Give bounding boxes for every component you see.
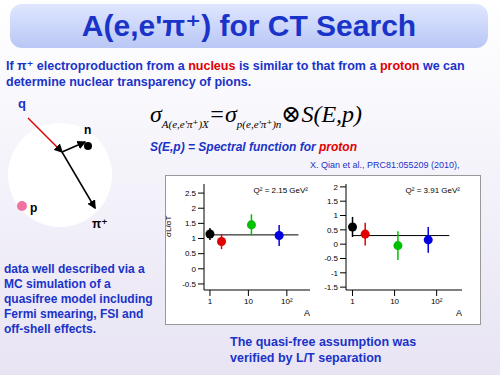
svg-text:10²: 10² (281, 297, 293, 306)
svg-text:10: 10 (244, 297, 253, 306)
html-text:The quasi-free assumption was: The quasi-free assumption was verified b… (230, 335, 417, 365)
svg-text:-0.5: -0.5 (182, 280, 196, 289)
svg-text:-0.5: -0.5 (324, 254, 338, 263)
svg-text:0: 0 (192, 265, 197, 274)
svg-text:2.5: 2.5 (185, 189, 197, 198)
svg-text:A: A (304, 308, 310, 316)
html-text:Q² = 3.91 GeV²: Q² = 3.91 GeV² (405, 186, 460, 195)
html-text:A(e,e'π⁺) for CT Search: A(e,e'π⁺) for CT Search (81, 9, 417, 42)
html-text:X. Qian et al., PRC81:055209 (: X. Qian et al., PRC81:055209 (2010), (310, 160, 460, 170)
svg-text:2: 2 (192, 204, 197, 213)
svg-text:-1: -1 (331, 269, 339, 278)
html-text:If π⁺ electroproduction from a: If π⁺ electroproduction from a nucleus i… (6, 59, 465, 89)
svg-text:n: n (84, 123, 91, 137)
html-text:Q² = 2.15 GeV²: Q² = 2.15 GeV² (253, 186, 308, 195)
svg-text:1: 1 (192, 234, 197, 243)
svg-text:π⁺: π⁺ (92, 217, 108, 231)
svg-text:0: 0 (334, 240, 339, 249)
svg-text:1: 1 (334, 211, 339, 220)
svg-text:10²: 10² (431, 297, 443, 306)
svg-text:2: 2 (334, 183, 339, 192)
svg-text:1.5: 1.5 (327, 197, 339, 206)
svg-text:0.5: 0.5 (327, 226, 339, 235)
svg-text:σL/σT: σL/σT (166, 215, 173, 237)
svg-text:-1.5: -1.5 (324, 283, 338, 292)
svg-text:0.5: 0.5 (185, 249, 197, 258)
svg-text:p: p (30, 201, 37, 215)
svg-text:10: 10 (390, 297, 399, 306)
svg-text:A: A (456, 308, 462, 316)
svg-text:1: 1 (208, 297, 213, 306)
html-text:σA(e,e'π⁺)X= σp(e,e'π⁺)n⊗S(E,p: σA(e,e'π⁺)X= σp(e,e'π⁺)n⊗S(E,p) (150, 101, 363, 130)
html-text:data well described via a MC s: data well described via a MC simulation … (4, 262, 153, 336)
svg-text:1.5: 1.5 (185, 219, 197, 228)
svg-text:1: 1 (350, 297, 355, 306)
html-text:S(E,p) = Spectral function for: S(E,p) = Spectral function for proton (150, 140, 357, 154)
svg-text:q: q (18, 96, 26, 111)
